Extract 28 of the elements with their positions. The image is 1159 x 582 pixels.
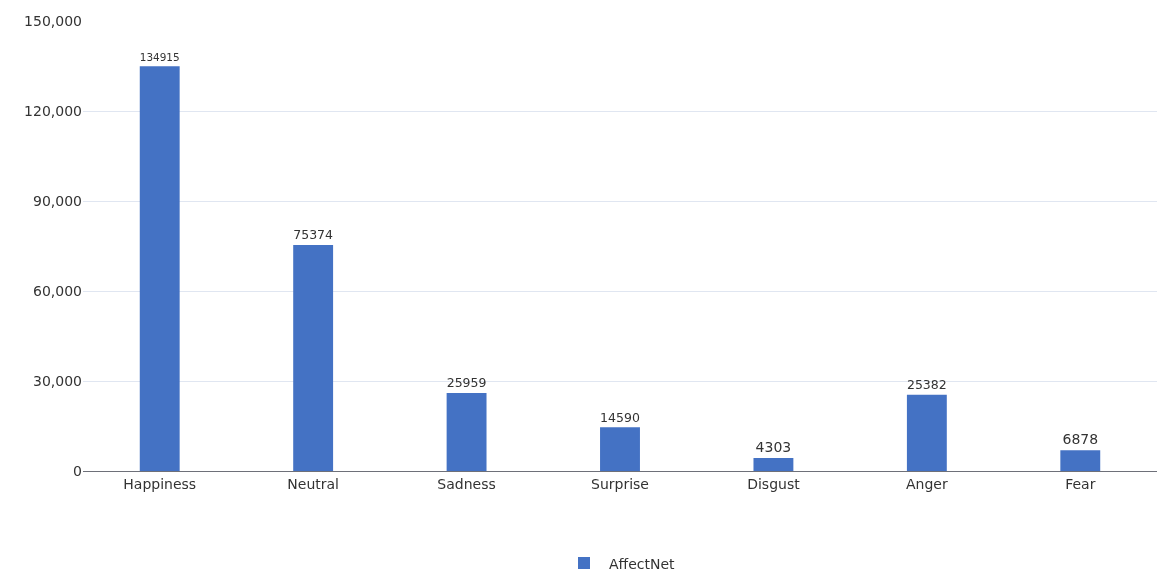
x-tick-label: Happiness bbox=[123, 475, 197, 492]
bar bbox=[139, 66, 180, 471]
data-label: 25959 bbox=[446, 375, 487, 391]
data-label: 14590 bbox=[600, 409, 640, 425]
data-label: 25382 bbox=[906, 377, 947, 393]
bar bbox=[1060, 450, 1101, 471]
bar bbox=[753, 458, 794, 471]
x-tick-label: Surprise bbox=[591, 475, 649, 492]
y-tick-label: 90,000 bbox=[33, 192, 82, 209]
data-label: 134915 bbox=[139, 51, 180, 64]
y-tick-label: 0 bbox=[73, 462, 82, 479]
legend-label: AffectNet bbox=[609, 555, 676, 572]
bar bbox=[600, 427, 640, 471]
bar bbox=[906, 394, 947, 471]
data-label: 75374 bbox=[293, 227, 334, 243]
x-tick-label: Fear bbox=[1065, 475, 1096, 492]
y-tick-label: 30,000 bbox=[33, 372, 82, 389]
bar bbox=[293, 244, 334, 471]
y-tick-label: 120,000 bbox=[24, 102, 82, 119]
data-label: 6878 bbox=[1062, 431, 1099, 448]
data-label: 4303 bbox=[755, 439, 792, 456]
x-tick-label: Sadness bbox=[437, 475, 496, 492]
y-tick-label: 60,000 bbox=[33, 282, 82, 299]
x-tick-label: Neutral bbox=[287, 475, 339, 492]
bar bbox=[446, 393, 487, 471]
x-tick-label: Disgust bbox=[747, 475, 801, 492]
y-tick-label: 150,000 bbox=[24, 12, 82, 29]
x-tick-label: Anger bbox=[906, 475, 948, 492]
